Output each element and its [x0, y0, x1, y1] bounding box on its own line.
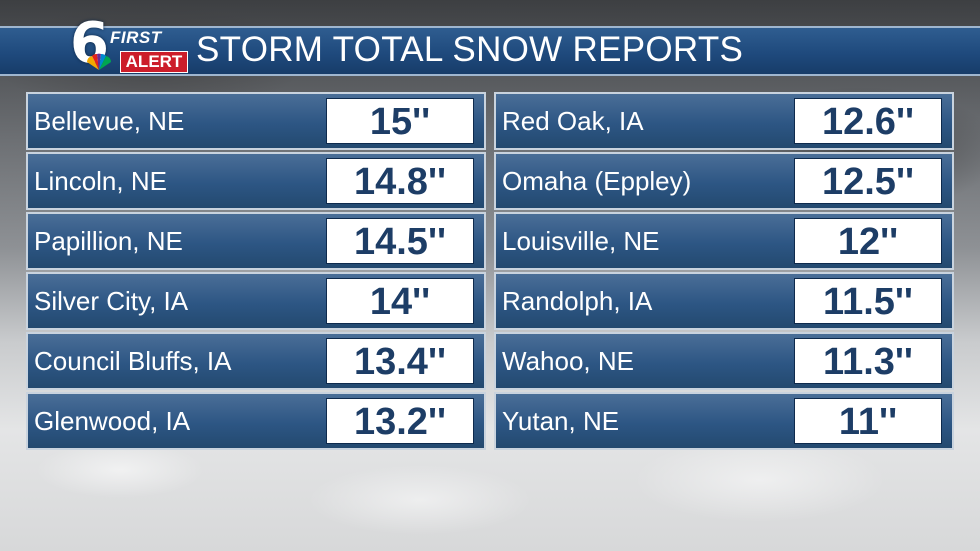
report-row: Silver City, IA 14'': [26, 272, 486, 330]
city-name: Council Bluffs, IA: [34, 346, 232, 376]
city-name: Randolph, IA: [502, 286, 653, 316]
city-name: Wahoo, NE: [502, 346, 634, 376]
city-name: Red Oak, IA: [502, 106, 644, 136]
snow-amount: 14.5'': [326, 218, 474, 264]
snow-amount: 12.5'': [794, 158, 942, 204]
city-name: Louisville, NE: [502, 226, 660, 256]
city-name: Papillion, NE: [34, 226, 183, 256]
city-name: Lincoln, NE: [34, 166, 167, 196]
snow-amount: 14'': [326, 278, 474, 324]
reports-column-right: Red Oak, IA 12.6'' Omaha (Eppley) 12.5''…: [494, 92, 954, 452]
report-row: Council Bluffs, IA 13.4'': [26, 332, 486, 390]
peacock-icon: [86, 53, 112, 70]
logo-alert: ALERT: [120, 51, 188, 73]
report-row: Lincoln, NE 14.8'': [26, 152, 486, 210]
report-row: Glenwood, IA 13.2'': [26, 392, 486, 450]
city-name: Glenwood, IA: [34, 406, 191, 436]
snow-amount: 11'': [794, 398, 942, 444]
snow-amount: 11.3'': [794, 338, 942, 384]
report-row: Papillion, NE 14.5'': [26, 212, 486, 270]
snow-amount: 13.2'': [326, 398, 474, 444]
city-name: Yutan, NE: [502, 406, 620, 436]
reports-column-left: Bellevue, NE 15'' Lincoln, NE 14.8'' Pap…: [26, 92, 486, 452]
logo-first: FIRST: [110, 28, 162, 47]
snow-amount: 12'': [794, 218, 942, 264]
page-title: STORM TOTAL SNOW REPORTS: [196, 30, 744, 69]
snow-amount: 12.6'': [794, 98, 942, 144]
station-logo: 6 FIRST ALERT: [70, 16, 190, 76]
report-row: Red Oak, IA 12.6'': [494, 92, 954, 150]
report-row: Bellevue, NE 15'': [26, 92, 486, 150]
report-row: Randolph, IA 11.5'': [494, 272, 954, 330]
snow-amount: 14.8'': [326, 158, 474, 204]
city-name: Bellevue, NE: [34, 106, 185, 136]
report-row: Omaha (Eppley) 12.5'': [494, 152, 954, 210]
report-row: Louisville, NE 12'': [494, 212, 954, 270]
report-row: Wahoo, NE 11.3'': [494, 332, 954, 390]
snow-amount: 11.5'': [794, 278, 942, 324]
report-row: Yutan, NE 11'': [494, 392, 954, 450]
snow-amount: 15'': [326, 98, 474, 144]
snow-amount: 13.4'': [326, 338, 474, 384]
city-name: Silver City, IA: [34, 286, 189, 316]
city-name: Omaha (Eppley): [502, 166, 692, 196]
